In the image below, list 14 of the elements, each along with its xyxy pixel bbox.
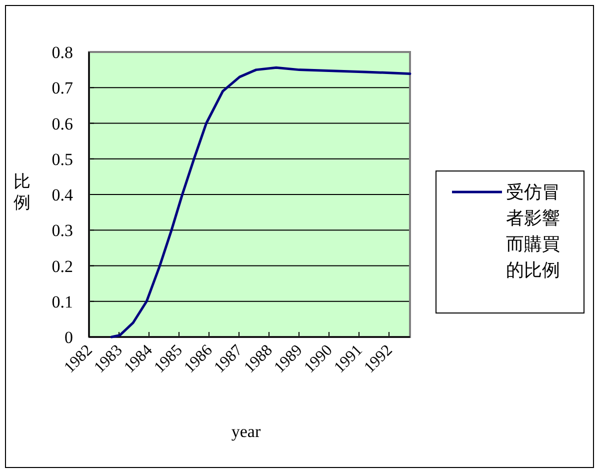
y-tick-label: 0.6: [52, 114, 73, 134]
y-tick-label: 0.1: [52, 292, 73, 312]
line-series: [110, 66, 412, 338]
y-tick-label: 0.8: [52, 43, 73, 62]
y-tick-label: 0.5: [52, 150, 73, 169]
x-axis-title: year: [231, 422, 261, 441]
y-tick-label: 0.7: [52, 78, 74, 98]
x-tick-label: 1991: [331, 342, 366, 376]
y-tick-label: 0.3: [52, 221, 73, 240]
legend-label: 受仿冒者影響而購買的比例: [506, 182, 560, 281]
y-axis-title: 比例: [14, 172, 30, 213]
y-tick-label: 0.2: [52, 256, 73, 276]
y-tick-label: 0.4: [52, 186, 74, 204]
y-tick-label: 0: [64, 328, 73, 347]
